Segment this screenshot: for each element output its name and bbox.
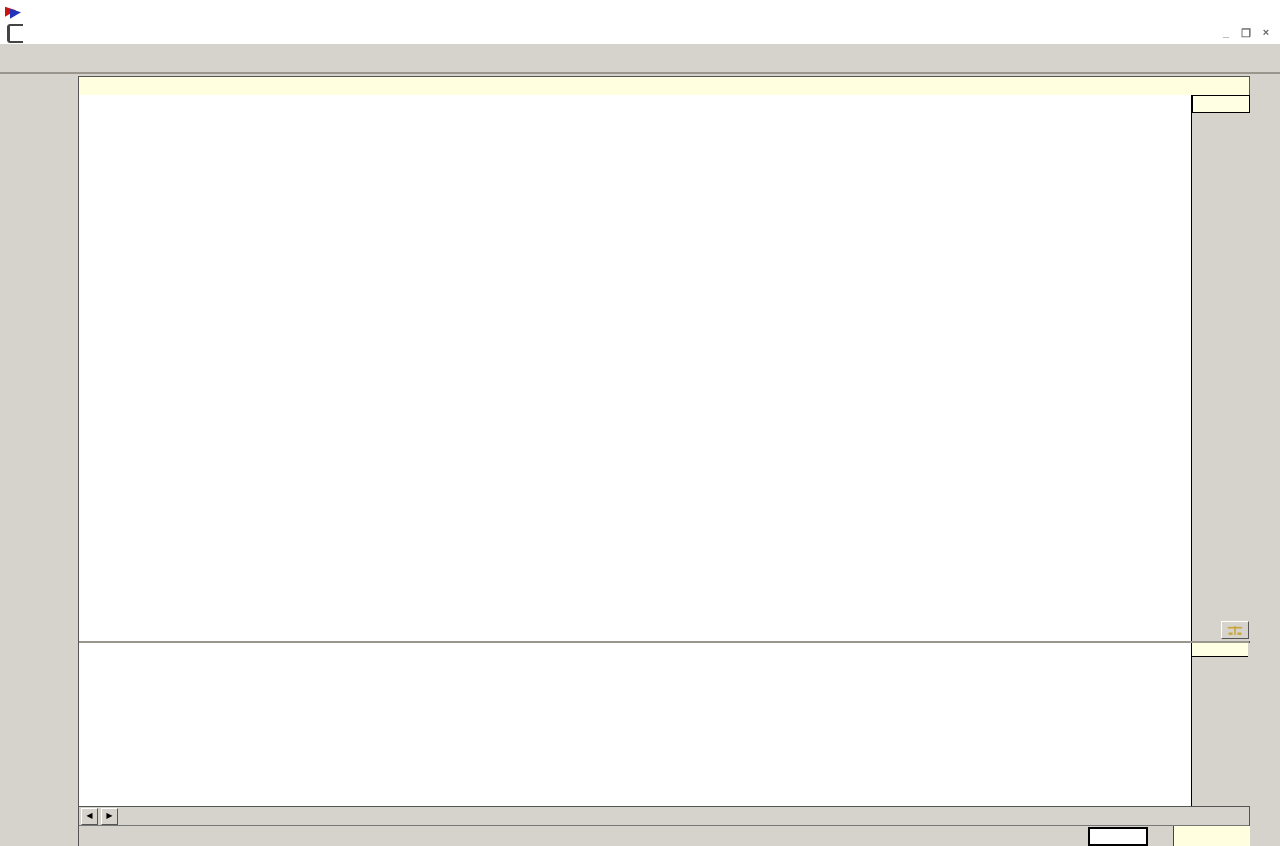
mdi-child-icon[interactable] <box>7 23 23 43</box>
drawing-toolbar <box>1252 74 1280 846</box>
current-price-box <box>1192 95 1250 113</box>
menu-bar: _ ❐ × <box>0 22 1280 45</box>
study-tab-bar: ◀ ▶ <box>79 806 1249 826</box>
mdi-minimize-button[interactable]: _ <box>1222 27 1230 39</box>
oscillator-value-box <box>1192 643 1248 657</box>
main-toolbar <box>0 44 1280 74</box>
title-bar <box>0 0 1280 22</box>
quote-header <box>79 77 1249 96</box>
oscillator-canvas[interactable] <box>79 643 1191 806</box>
chart-window: ◀ ▶ <box>78 76 1250 846</box>
tab-scroll-right[interactable]: ▶ <box>101 808 118 825</box>
end-date-box[interactable] <box>1088 827 1148 846</box>
oscillator-axis[interactable] <box>1191 643 1250 806</box>
mdi-restore-button[interactable]: ❐ <box>1241 27 1251 40</box>
app-logo-icon <box>5 4 23 18</box>
mdi-close-button[interactable]: × <box>1262 27 1270 39</box>
panel-divider[interactable] <box>79 641 1249 643</box>
tab-scroll-left[interactable]: ◀ <box>81 808 98 825</box>
bar-counter <box>1173 826 1250 846</box>
oscillator-panel[interactable] <box>79 643 1191 806</box>
scale-tool-icon[interactable] <box>1221 621 1249 639</box>
price-chart-canvas[interactable] <box>79 95 1191 641</box>
date-axis <box>79 825 1250 846</box>
left-sidebar <box>0 74 78 825</box>
main-chart-area[interactable] <box>79 95 1191 641</box>
price-axis[interactable] <box>1191 95 1250 641</box>
